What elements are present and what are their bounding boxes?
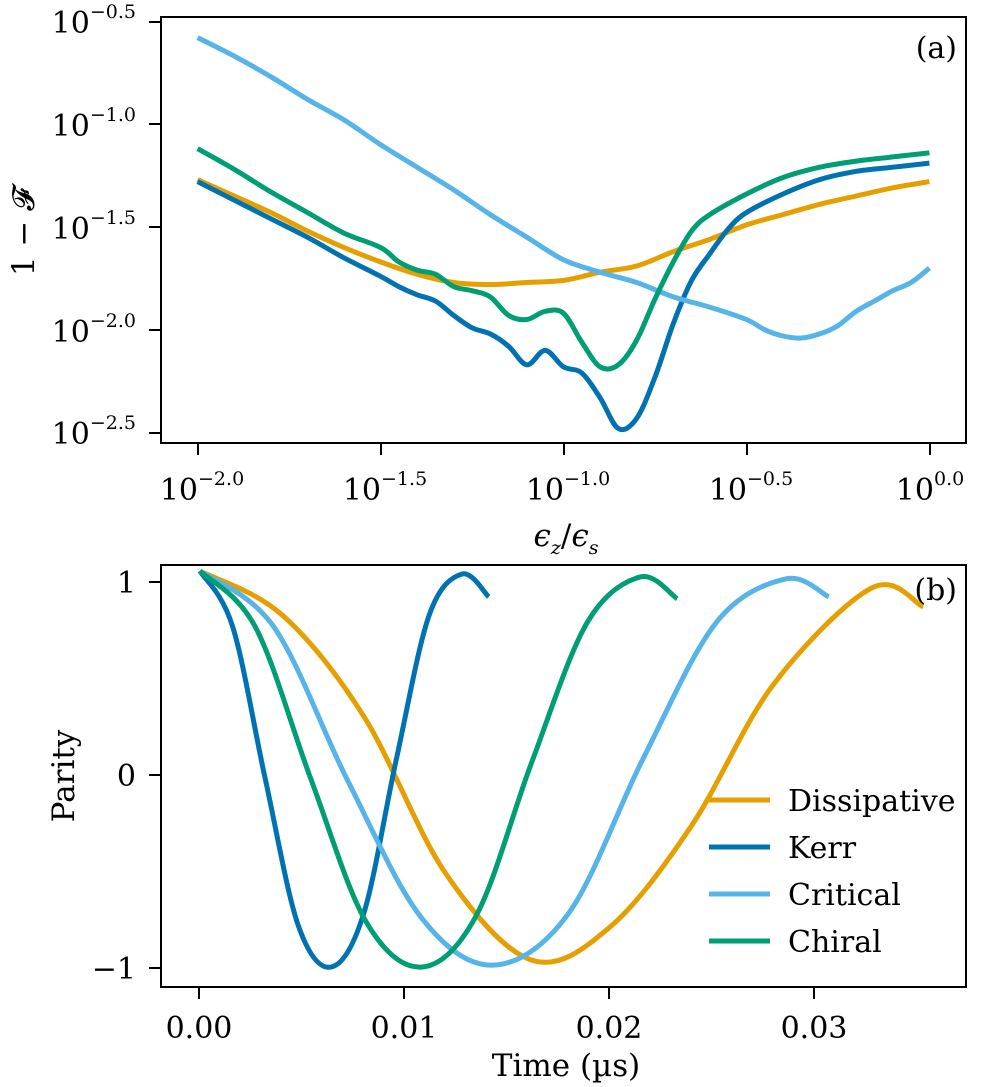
series-line-kerr (197, 569, 491, 970)
panel-a-xtick: 10−1.0 (526, 443, 610, 508)
svg-text:10−1.5: 10−1.5 (343, 468, 427, 508)
panel-b-ytick: −1 (92, 952, 161, 987)
series-line-chiral (198, 569, 679, 970)
panel-a-ylabel: 1 − 𝓕 (6, 183, 42, 276)
panel-a-yticks: 10−0.5 10−1.0 10−1.5 10−2.0 10−2.5 (52, 1, 161, 452)
panel-a-series (196, 35, 931, 433)
svg-text:0.02: 0.02 (576, 1011, 643, 1046)
panel-b-ytick: 1 (117, 566, 161, 601)
svg-text:10−0.5: 10−0.5 (52, 1, 136, 41)
panel-b-yticks: 1 0 −1 (92, 566, 161, 987)
panel-b-xlabel: Time (µs) (492, 1048, 640, 1084)
series-line-dissipative (196, 177, 930, 287)
panel-a-ytick: 10−1.5 (52, 207, 161, 247)
svg-text:10−1.0: 10−1.0 (526, 468, 610, 508)
panel-a-xlabel: ϵz/ϵs (534, 518, 599, 559)
svg-text:10−2.0: 10−2.0 (52, 310, 136, 350)
panel-b-series (197, 568, 925, 970)
series-line-dissipative (198, 568, 925, 965)
legend-label: Critical (788, 878, 901, 913)
svg-text:100.0: 100.0 (896, 468, 964, 508)
panel-a-ytick: 10−1.0 (52, 104, 161, 144)
panel-a-label: (a) (916, 31, 957, 66)
svg-text:1: 1 (117, 566, 136, 601)
panel-a-xtick: 10−1.5 (343, 443, 427, 508)
panel-b-ylabel: Parity (46, 729, 82, 822)
panel-a-xtick: 10−2.0 (160, 443, 244, 508)
panel-a: 10−0.5 10−1.0 10−1.5 10−2.0 10−2.5 (6, 1, 967, 559)
panel-a-xtick: 10−0.5 (709, 443, 793, 508)
panel-a-xticks: 10−2.0 10−1.5 10−1.0 10−0.5 100.0 (160, 443, 964, 508)
panel-a-ytick: 10−2.0 (52, 310, 161, 350)
svg-text:0.03: 0.03 (781, 1011, 848, 1046)
legend-entry-dissipative: Dissipative (709, 784, 955, 819)
series-line-critical (198, 568, 831, 968)
panel-b-ytick: 0 (117, 759, 161, 794)
legend-label: Kerr (788, 831, 857, 866)
legend-entry-critical: Critical (709, 878, 901, 913)
svg-text:0.01: 0.01 (371, 1011, 438, 1046)
series-line-chiral (196, 146, 930, 372)
svg-text:10−0.5: 10−0.5 (709, 468, 793, 508)
panel-b-xtick: 0.00 (166, 987, 233, 1046)
legend-label: Dissipative (788, 784, 955, 819)
panel-b-xtick: 0.02 (576, 987, 643, 1046)
panel-b: 1 0 −1 0.00 0.01 0.02 (46, 564, 967, 1084)
series-line-critical (196, 35, 931, 341)
legend-entry-chiral: Chiral (709, 925, 882, 960)
panel-a-xtick: 100.0 (896, 443, 964, 508)
series-line-kerr (196, 160, 930, 433)
svg-text:0: 0 (117, 759, 136, 794)
svg-text:−1: −1 (92, 952, 136, 987)
svg-text:10−2.5: 10−2.5 (52, 412, 136, 452)
legend-entry-kerr: Kerr (709, 831, 857, 866)
panel-a-ytick: 10−2.5 (52, 412, 161, 452)
svg-text:10−2.0: 10−2.0 (160, 468, 244, 508)
svg-text:0.00: 0.00 (166, 1011, 233, 1046)
panel-a-ytick: 10−0.5 (52, 1, 161, 41)
panel-b-xtick: 0.03 (781, 987, 848, 1046)
panel-b-xtick: 0.01 (371, 987, 438, 1046)
svg-text:10−1.0: 10−1.0 (52, 104, 136, 144)
panel-b-xticks: 0.00 0.01 0.02 0.03 (166, 987, 848, 1046)
legend-label: Chiral (788, 925, 882, 960)
panel-b-label: (b) (914, 573, 957, 608)
svg-text:10−1.5: 10−1.5 (52, 207, 136, 247)
legend: Dissipative Kerr Critical Chiral (709, 784, 955, 960)
